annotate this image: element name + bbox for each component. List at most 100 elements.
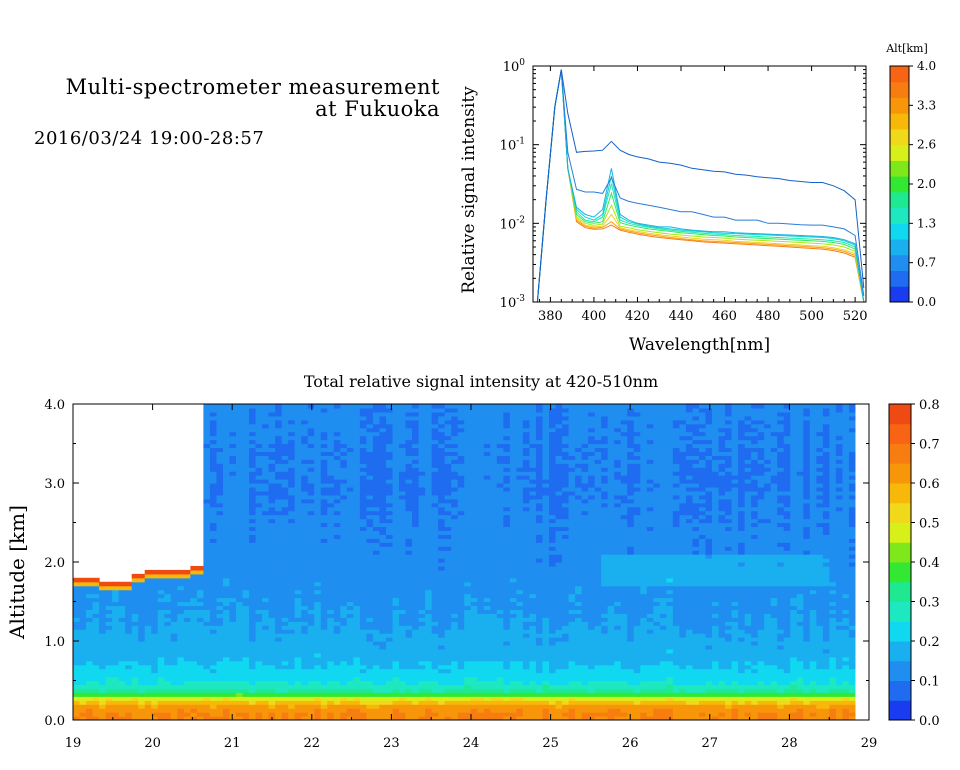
heatmap-cell: [477, 684, 485, 689]
heatmap-cell: [307, 558, 315, 563]
heatmap-cell: [529, 664, 537, 670]
heatmap-cell: [138, 692, 146, 697]
heatmap-cell: [477, 534, 485, 539]
heatmap-cell: [372, 526, 381, 531]
heatmap-cell: [522, 629, 531, 634]
heatmap-cell: [405, 467, 413, 472]
heatmap-cell: [529, 617, 537, 622]
heatmap-cell: [438, 427, 446, 433]
heatmap-cell: [242, 502, 250, 508]
heatmap-cell: [477, 704, 485, 709]
heatmap-cell: [464, 684, 472, 689]
heatmap-cell: [222, 617, 231, 622]
heatmap-cell: [483, 696, 491, 701]
heatmap-cell: [157, 660, 165, 666]
heatmap-cell: [275, 542, 283, 547]
heatmap-cell: [281, 684, 289, 689]
heatmap-cell: [366, 688, 374, 693]
heatmap-cell: [73, 585, 81, 591]
heatmap-cell: [438, 692, 446, 697]
heatmap-cell: [418, 514, 426, 520]
heatmap-cell: [275, 565, 283, 571]
heatmap-cell: [131, 629, 139, 634]
heatmap-cell: [222, 704, 231, 709]
heatmap-cell: [333, 510, 341, 516]
heatmap-cell: [359, 431, 368, 437]
heatmap-cell: [196, 597, 205, 603]
heatmap-cell: [255, 423, 263, 429]
heatmap-cell: [99, 609, 107, 614]
heatmap-cell: [255, 692, 263, 697]
heatmap-cell: [412, 597, 420, 603]
heatmap-cell: [483, 510, 491, 516]
heatmap-cell: [366, 498, 374, 504]
heatmap-cell: [294, 589, 302, 595]
heatmap-cell: [470, 664, 478, 670]
heatmap-cell: [125, 708, 133, 713]
heatmap-cell: [399, 455, 407, 460]
heatmap-cell: [262, 644, 270, 650]
heatmap-cell: [425, 530, 433, 535]
heatmap-cell: [438, 577, 446, 583]
heatmap-cell: [301, 483, 309, 488]
heatmap-cell: [477, 692, 485, 697]
heatmap-cell: [451, 617, 459, 622]
heatmap-cell: [249, 569, 257, 575]
heatmap-cell: [242, 629, 250, 634]
heatmap-cell: [509, 459, 517, 464]
heatmap-cell: [320, 498, 328, 504]
heatmap-cell: [457, 617, 465, 622]
heatmap-cell: [275, 625, 283, 630]
heatmap-cell: [333, 443, 341, 449]
heatmap-cell: [509, 502, 517, 508]
heatmap-cell: [405, 451, 413, 456]
heatmap-cell: [327, 506, 335, 512]
heatmap-cell: [333, 404, 341, 409]
heatmap-cell: [490, 463, 498, 468]
heatmap-cell: [229, 684, 237, 689]
heatmap-cell: [425, 648, 433, 654]
heatmap-cell: [320, 451, 328, 456]
heatmap-cell: [496, 475, 504, 480]
heatmap-cell: [385, 534, 394, 539]
heatmap-cell: [157, 680, 165, 686]
heatmap-cell: [275, 522, 283, 528]
heatmap-cell: [281, 443, 289, 449]
heatmap-cell: [418, 404, 426, 409]
heatmap-cell: [307, 648, 315, 654]
heatmap-cell: [464, 565, 472, 571]
altitude-colorbar-segment: [890, 160, 909, 177]
heatmap-cell: [379, 565, 387, 571]
heatmap-cell: [372, 573, 381, 579]
heatmap-cell: [242, 510, 250, 516]
heatmap-cell: [359, 656, 368, 662]
heatmap-cell: [118, 680, 126, 686]
heatmap-cell: [99, 644, 107, 650]
heatmap-cell: [477, 538, 485, 543]
heatmap-cell: [477, 427, 485, 433]
heatmap-cell: [209, 692, 218, 697]
heatmap-cell: [151, 704, 159, 709]
heatmap-cell: [301, 593, 309, 599]
heatmap-cell: [307, 569, 315, 575]
heatmap-cell: [483, 562, 491, 567]
heatmap-cell: [203, 609, 211, 614]
heatmap-cell: [457, 569, 465, 575]
heatmap-cell: [372, 435, 381, 441]
heatmap-cell: [99, 617, 107, 622]
heatmap-cell: [425, 506, 433, 512]
heatmap-cell: [262, 664, 270, 670]
heatmap-cell: [118, 716, 126, 720]
heatmap-cell: [118, 621, 126, 626]
heatmap-cell: [327, 423, 335, 429]
heatmap-cell: [451, 459, 459, 464]
heatmap-cell: [490, 656, 498, 662]
heatmap-cell: [79, 625, 87, 630]
heatmap-cell: [425, 475, 433, 480]
heatmap-cell: [399, 447, 407, 452]
heatmap-cell: [314, 455, 322, 460]
heatmap-cell: [255, 629, 263, 634]
heatmap-cell: [444, 435, 452, 441]
heatmap-cell: [490, 443, 498, 449]
heatmap-cell: [503, 684, 511, 689]
